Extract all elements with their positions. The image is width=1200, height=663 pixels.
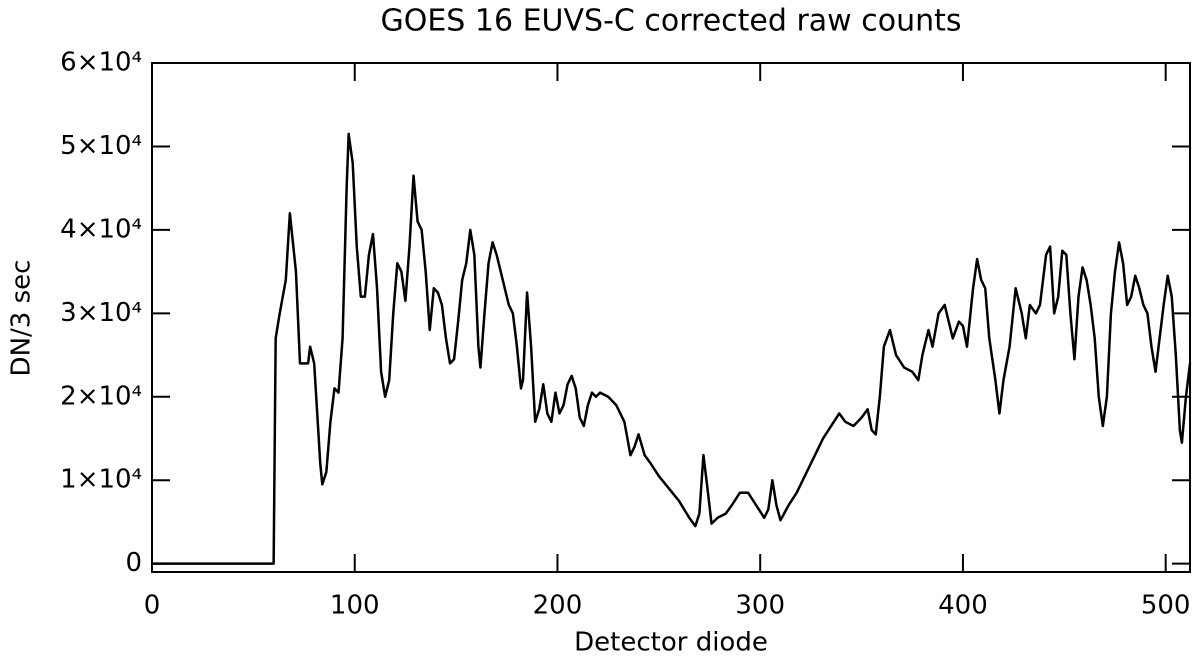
x-tick-label: 200	[533, 591, 583, 621]
x-tick-label: 0	[144, 591, 161, 621]
plot-frame	[151, 62, 1191, 573]
y-tick-label: 0	[125, 548, 142, 578]
y-tick-label: 5×10⁴	[60, 131, 142, 161]
y-tick-label: 1×10⁴	[60, 465, 142, 495]
data-line	[152, 132, 1192, 565]
y-tick-label: 3×10⁴	[60, 298, 142, 328]
x-tick-label: 100	[330, 591, 380, 621]
x-axis-label: Detector diode	[574, 628, 768, 658]
y-axis-label: DN/3 sec	[7, 260, 37, 377]
x-tick-label: 500	[1141, 591, 1191, 621]
y-tick-label: 6×10⁴	[60, 48, 142, 78]
x-tick-label: 300	[735, 591, 785, 621]
chart-title: GOES 16 EUVS-C corrected raw counts	[380, 4, 961, 39]
y-tick-label: 2×10⁴	[60, 381, 142, 411]
x-tick-label: 400	[938, 591, 988, 621]
y-tick-label: 4×10⁴	[60, 214, 142, 244]
